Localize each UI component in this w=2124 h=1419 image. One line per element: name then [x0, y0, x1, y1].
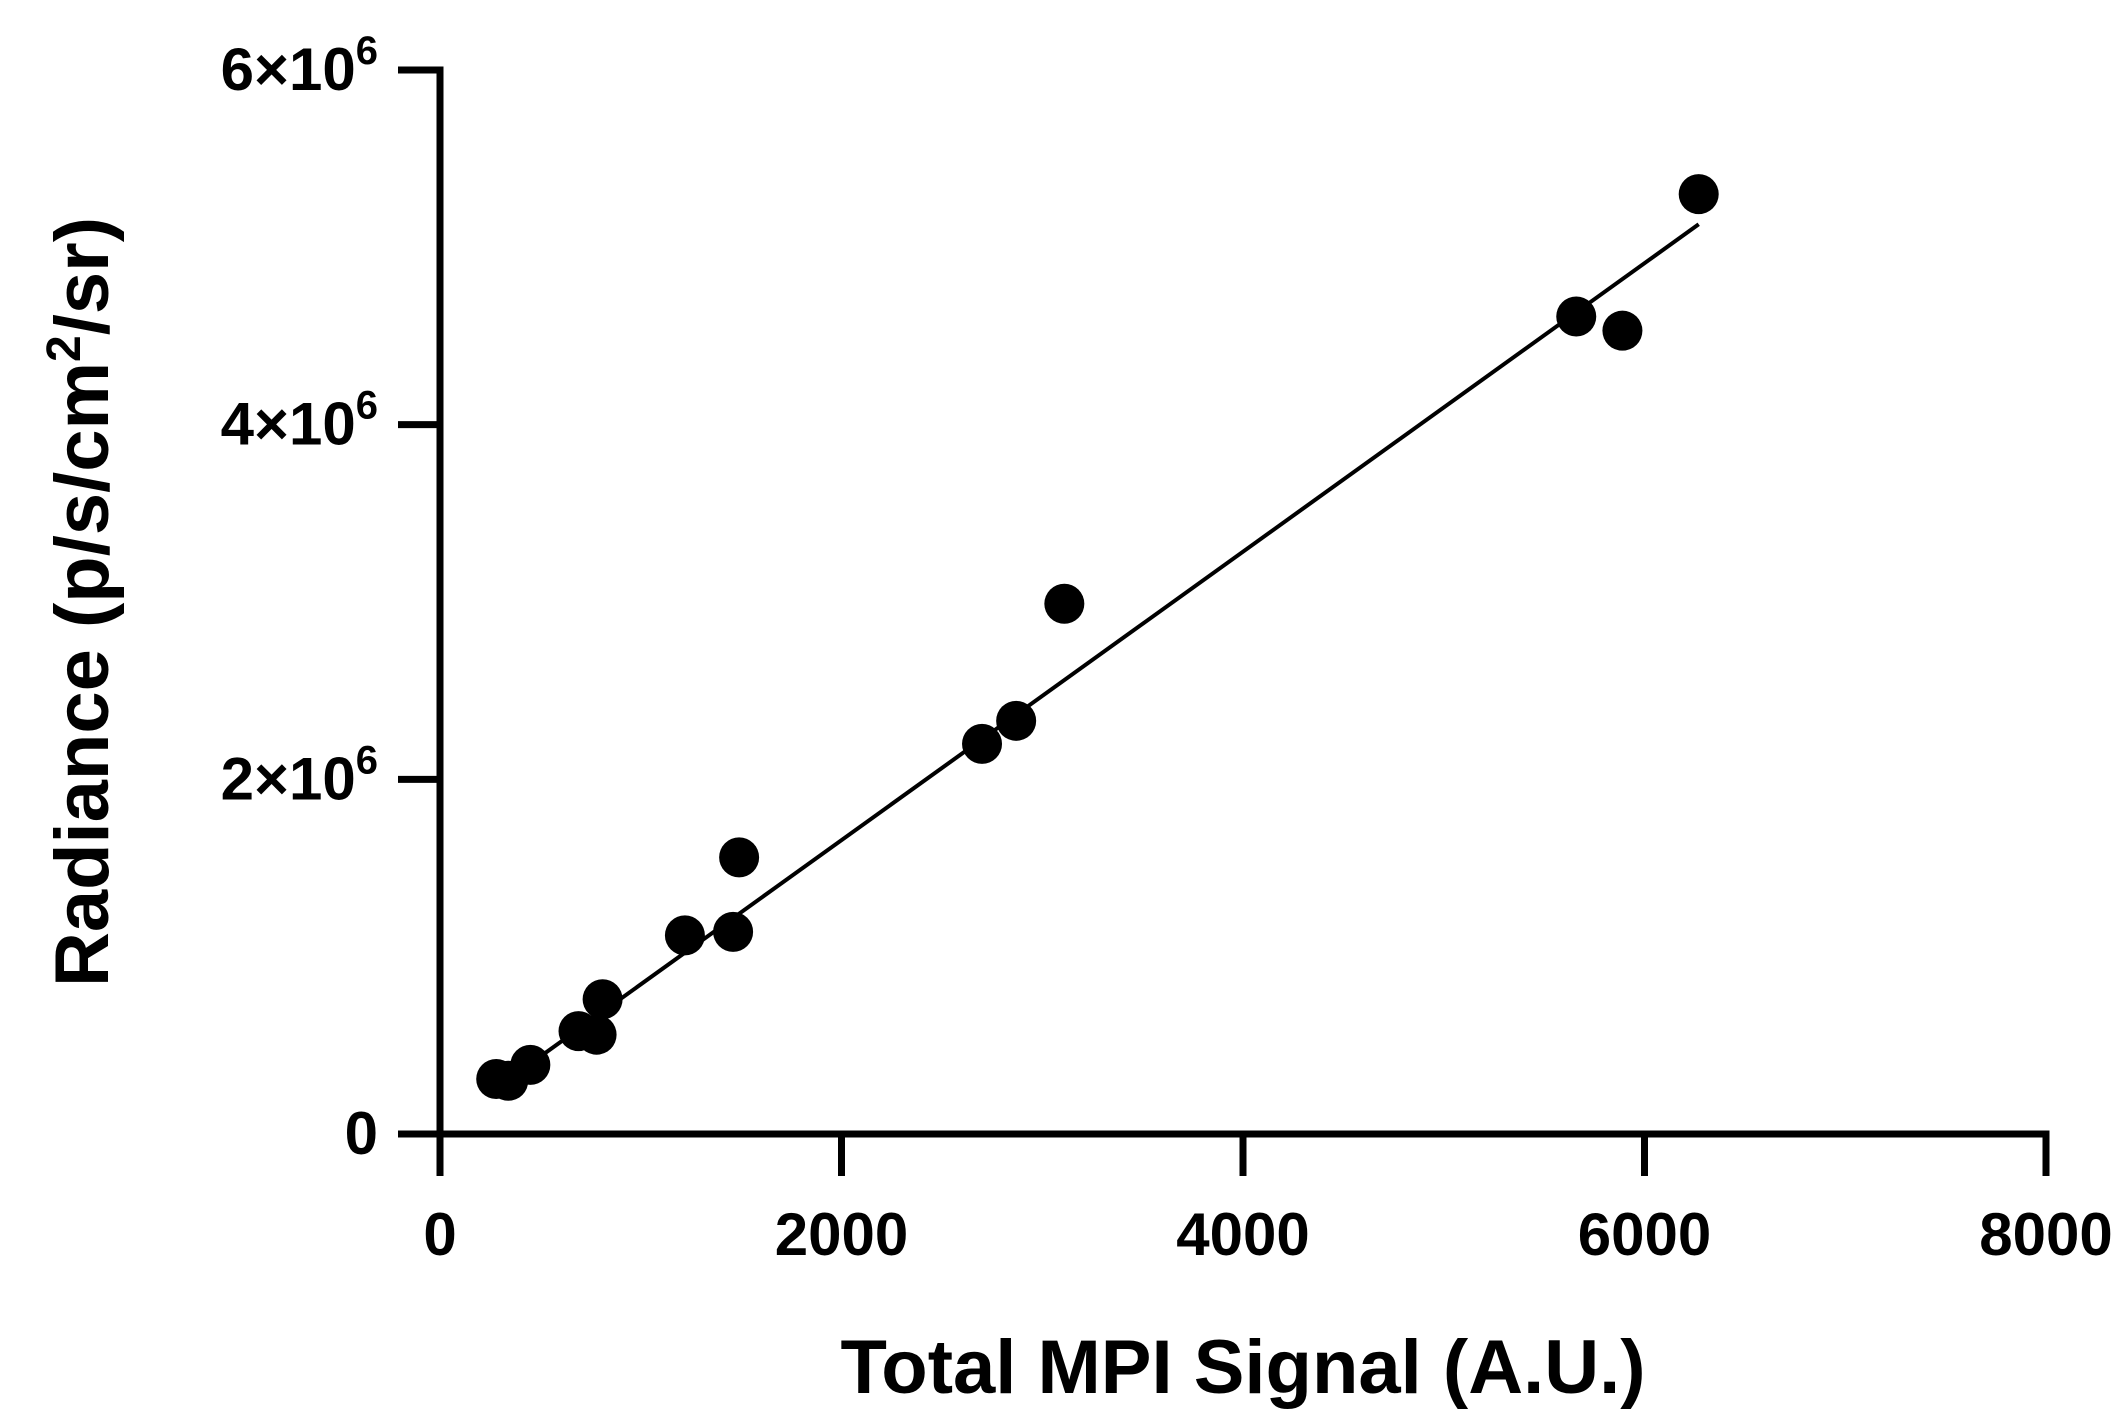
data-point: [1678, 174, 1719, 215]
data-point: [576, 1014, 617, 1055]
y-axis-label-tail: /sr): [40, 217, 125, 335]
data-point: [1556, 296, 1597, 337]
y-axis-label-main: Radiance (p/s/cm: [40, 362, 125, 987]
data-point: [996, 700, 1037, 741]
axes: [436, 66, 2050, 1138]
data-point: [719, 837, 760, 878]
y-tick-label-exponent: 6: [356, 384, 378, 428]
x-axis-label: Total MPI Signal (A.U.): [840, 1325, 1645, 1410]
y-tick-label: 6×106: [221, 29, 378, 103]
y-axis-label-superscript: 2: [38, 335, 91, 362]
x-tick-label: 6000: [1578, 1201, 1711, 1268]
fit-line-group: [493, 222, 1700, 1092]
y-tick-label-base: 0: [345, 1100, 378, 1167]
data-point: [962, 723, 1003, 764]
y-tick-label-base: 2×10: [221, 745, 356, 812]
x-tick-label: 0: [423, 1201, 456, 1268]
x-tick-label: 4000: [1176, 1201, 1309, 1268]
y-tick-label: 2×106: [221, 738, 378, 812]
y-axis-label: Radiance (p/s/cm2/sr): [38, 217, 125, 987]
data-point: [582, 979, 623, 1020]
y-tick-label: 0: [345, 1100, 378, 1167]
data-points: [476, 174, 1719, 1101]
data-point: [1044, 583, 1085, 624]
y-tick-label: 4×106: [221, 384, 378, 458]
data-point: [1602, 310, 1643, 351]
data-point: [713, 911, 754, 952]
y-tick-label-base: 6×10: [221, 36, 356, 103]
x-tick-label: 2000: [775, 1201, 908, 1268]
x-tick-label: 8000: [1979, 1201, 2112, 1268]
data-point: [664, 915, 705, 956]
linear-fit-line: [493, 222, 1700, 1092]
y-tick-label-exponent: 6: [356, 738, 378, 782]
data-point: [510, 1044, 551, 1085]
y-tick-label-exponent: 6: [356, 29, 378, 73]
y-tick-label-base: 4×10: [221, 391, 356, 458]
